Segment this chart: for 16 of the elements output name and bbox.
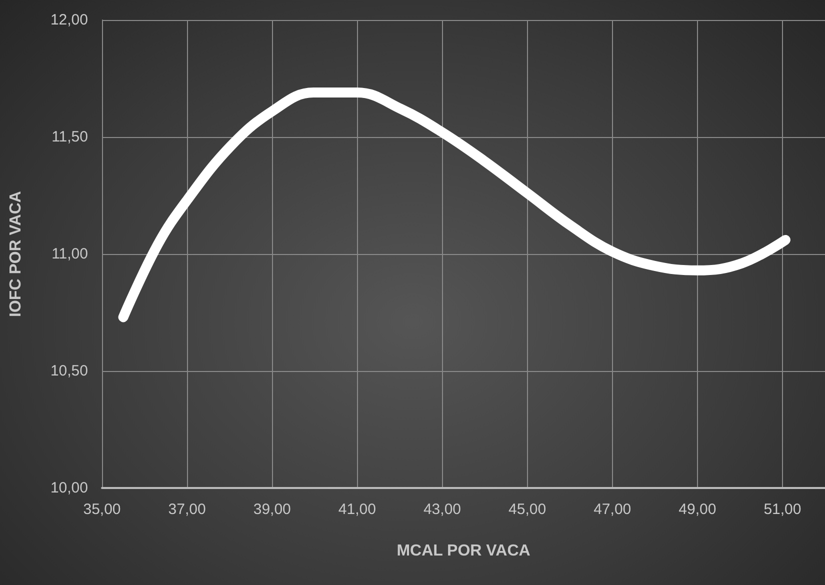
x-tick-label: 49,00 — [678, 501, 716, 518]
y-tick-label: 12,00 — [50, 12, 88, 28]
y-tick-label: 11,00 — [52, 246, 88, 262]
x-tick-label: 51,00 — [764, 501, 802, 518]
y-tick-label: 10,00 — [50, 480, 88, 496]
x-tick-label: 35,00 — [83, 501, 121, 518]
x-tick-label: 39,00 — [253, 501, 291, 518]
y-tick-label: 11,50 — [52, 128, 88, 146]
y-axis-title: IOFC POR VACA — [8, 190, 24, 317]
x-tick-label: 47,00 — [594, 501, 632, 518]
x-axis-title: MCAL POR VACA — [396, 542, 531, 560]
y-tick-label: 10,50 — [50, 362, 88, 380]
x-tick-label: 41,00 — [338, 501, 376, 518]
x-tick-label: 45,00 — [508, 501, 546, 518]
x-tick-label: 37,00 — [168, 501, 206, 518]
x-tick-label: 43,00 — [423, 501, 462, 518]
